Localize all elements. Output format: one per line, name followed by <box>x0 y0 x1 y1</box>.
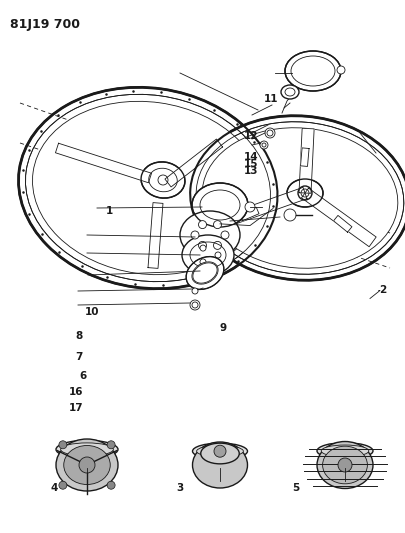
Text: 6: 6 <box>79 371 86 381</box>
Text: 10: 10 <box>85 307 100 317</box>
Text: 17: 17 <box>69 403 83 413</box>
Circle shape <box>200 245 205 251</box>
Ellipse shape <box>196 446 243 457</box>
Polygon shape <box>333 215 351 232</box>
Text: 13: 13 <box>243 166 258 175</box>
Circle shape <box>192 288 198 294</box>
Ellipse shape <box>192 183 247 227</box>
Circle shape <box>79 457 95 473</box>
Ellipse shape <box>64 446 110 484</box>
Ellipse shape <box>284 51 340 91</box>
Ellipse shape <box>190 116 405 280</box>
Polygon shape <box>55 143 151 183</box>
Ellipse shape <box>185 256 223 289</box>
Ellipse shape <box>19 87 277 289</box>
Circle shape <box>213 221 221 229</box>
Circle shape <box>284 209 295 221</box>
Circle shape <box>59 481 67 489</box>
Circle shape <box>215 252 220 258</box>
Text: 8: 8 <box>75 331 82 341</box>
Text: 4: 4 <box>51 483 58 492</box>
Circle shape <box>336 66 344 74</box>
Text: 81J19 700: 81J19 700 <box>10 18 80 31</box>
Circle shape <box>337 458 351 472</box>
Text: 12: 12 <box>243 131 258 141</box>
Ellipse shape <box>192 262 217 284</box>
Polygon shape <box>148 203 162 269</box>
Text: 11: 11 <box>263 94 278 103</box>
Ellipse shape <box>32 101 263 274</box>
Circle shape <box>190 300 200 310</box>
Ellipse shape <box>286 179 322 207</box>
Ellipse shape <box>202 128 397 268</box>
Text: 7: 7 <box>75 352 82 362</box>
Polygon shape <box>300 148 308 166</box>
Circle shape <box>244 202 254 212</box>
Ellipse shape <box>316 441 372 489</box>
Circle shape <box>220 231 228 239</box>
Ellipse shape <box>322 446 367 484</box>
Circle shape <box>190 231 198 239</box>
Ellipse shape <box>316 443 372 459</box>
Text: 5: 5 <box>292 483 299 492</box>
Ellipse shape <box>192 442 247 488</box>
Text: 14: 14 <box>243 152 258 162</box>
Text: 1: 1 <box>105 206 113 215</box>
Ellipse shape <box>60 443 113 456</box>
Ellipse shape <box>280 85 298 99</box>
Circle shape <box>200 259 205 265</box>
Polygon shape <box>211 187 306 231</box>
Text: 9: 9 <box>219 323 226 333</box>
Text: 2: 2 <box>379 286 386 295</box>
Polygon shape <box>301 188 375 247</box>
Circle shape <box>213 445 226 457</box>
Circle shape <box>259 141 267 149</box>
Ellipse shape <box>192 443 247 459</box>
Ellipse shape <box>56 439 118 491</box>
Ellipse shape <box>56 440 118 458</box>
Text: 15: 15 <box>243 159 258 168</box>
Polygon shape <box>239 207 258 221</box>
Circle shape <box>107 441 115 449</box>
Ellipse shape <box>320 445 368 457</box>
Ellipse shape <box>200 443 239 464</box>
Circle shape <box>59 441 67 449</box>
Circle shape <box>107 481 115 489</box>
Polygon shape <box>298 128 313 193</box>
Polygon shape <box>164 139 222 187</box>
Text: 16: 16 <box>69 387 83 397</box>
Circle shape <box>213 241 221 249</box>
Ellipse shape <box>179 211 239 259</box>
Ellipse shape <box>181 235 233 275</box>
Text: 3: 3 <box>176 483 183 492</box>
Circle shape <box>198 221 206 229</box>
Ellipse shape <box>141 162 184 198</box>
Circle shape <box>198 241 206 249</box>
Circle shape <box>264 128 274 138</box>
